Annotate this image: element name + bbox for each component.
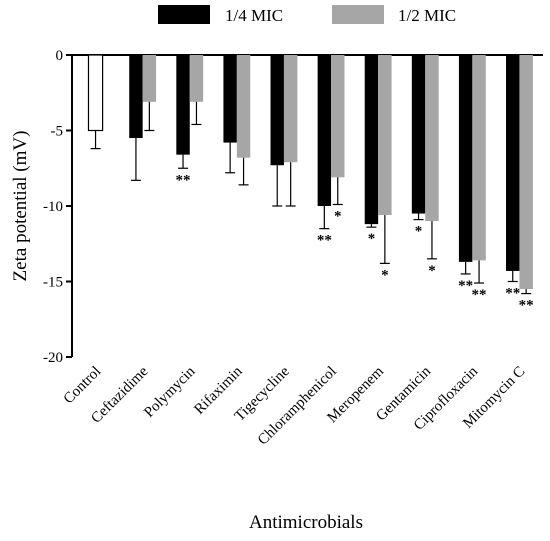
bar-control — [87, 54, 104, 132]
bars: ************* **** — [87, 54, 534, 314]
bar-ceftazidime-quarter-mic — [129, 55, 143, 139]
y-tick-label: -10 — [43, 199, 63, 215]
legend-swatch-half-mic — [332, 5, 384, 24]
significance-mark-gentamicin-quarter-mic: * — [415, 224, 423, 240]
legend: 1/4 MIC 1/2 MIC — [158, 5, 456, 25]
x-axis-title: Antimicrobials — [249, 512, 363, 533]
significance-mark-chloramphenicol-half-mic: * — [334, 208, 342, 224]
bar-rifaximin-half-mic — [236, 55, 251, 158]
bar-meropenem-quarter-mic — [364, 55, 379, 225]
x-tick-label-polymycin-text: Polymycin — [141, 363, 199, 421]
bar-polymycin-quarter-mic — [176, 55, 190, 155]
significance-mark-meropenem-half-mic: * — [381, 267, 389, 283]
significance-mark-ciprofloxacin-quarter-mic: ** — [458, 278, 473, 294]
bar-meropenem-half-mic — [378, 55, 392, 216]
x-tick-label-control: Control — [61, 364, 105, 408]
significance-mark-polymycin-quarter-mic: ** — [176, 172, 191, 188]
significance-mark-chloramphenicol-quarter-mic: ** — [317, 233, 332, 249]
bar-chloramphenicol-quarter-mic — [317, 55, 332, 206]
bar-ceftazidime-half-mic — [142, 55, 157, 102]
bar-ciprofloxacin-half-mic — [472, 55, 486, 261]
bar-ciprofloxacin-quarter-mic — [458, 55, 473, 262]
significance-mark-mitomycin-c-quarter-mic: ** — [505, 286, 520, 302]
y-tick-label: -5 — [51, 124, 64, 140]
y-tick-label: 0 — [56, 48, 64, 64]
bar-rifaximin-quarter-mic — [223, 55, 237, 143]
significance-mark-mitomycin-c-half-mic: ** — [519, 298, 534, 314]
x-tick-label-polymycin: Polymycin — [141, 363, 199, 421]
bar-tigecycline-quarter-mic — [270, 55, 284, 166]
bar-gentamicin-quarter-mic — [411, 55, 426, 214]
bar-polymycin-half-mic — [189, 55, 204, 102]
legend-label-quarter-mic: 1/4 MIC — [225, 6, 283, 25]
y-tick-label: -20 — [43, 350, 63, 366]
bar-gentamicin-half-mic — [425, 55, 439, 222]
y-tick-label: -15 — [43, 275, 63, 291]
y-axis-title: Zeta potential (mV) — [10, 131, 31, 282]
legend-swatch-quarter-mic — [158, 5, 210, 24]
bar-chloramphenicol-half-mic — [331, 55, 345, 178]
bar-mitomycin-c-quarter-mic — [506, 55, 520, 271]
significance-mark-ciprofloxacin-half-mic: ** — [472, 287, 487, 303]
x-axis-labels: ControlCeftazidimePolymycinRifaximinTige… — [61, 363, 529, 448]
bar-tigecycline-half-mic — [283, 55, 298, 163]
significance-mark-gentamicin-half-mic: * — [428, 263, 436, 279]
legend-label-half-mic: 1/2 MIC — [398, 6, 456, 25]
x-tick-label-control-text: Control — [61, 364, 105, 408]
bar-mitomycin-c-half-mic — [519, 55, 533, 290]
significance-mark-meropenem-quarter-mic: * — [368, 231, 376, 247]
